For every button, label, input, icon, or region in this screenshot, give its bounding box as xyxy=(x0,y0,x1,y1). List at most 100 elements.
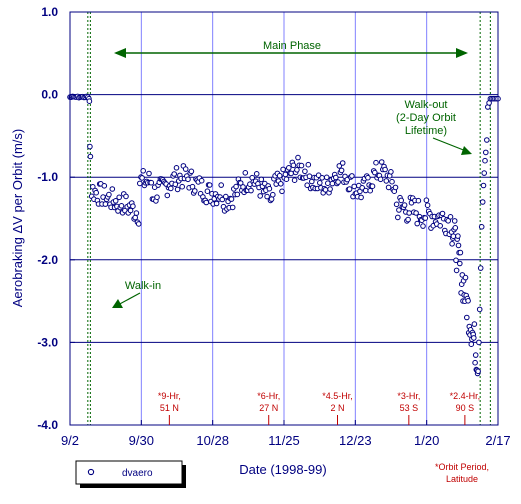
data-point xyxy=(192,188,198,194)
data-point xyxy=(472,352,479,358)
x-tick-label: 1/20 xyxy=(414,433,439,448)
data-point xyxy=(101,183,108,189)
data-point xyxy=(213,200,220,207)
data-point xyxy=(388,169,394,175)
data-point xyxy=(164,192,171,199)
data-point xyxy=(457,260,463,267)
data-point xyxy=(382,166,388,173)
data-point xyxy=(475,368,481,375)
data-point xyxy=(218,182,224,188)
legend-entry-dvaero: dvaero xyxy=(122,468,153,479)
data-point xyxy=(437,223,444,229)
data-point xyxy=(333,174,339,181)
data-point xyxy=(373,159,379,166)
data-point xyxy=(283,176,290,182)
orbit-note-label-2: Latitude xyxy=(446,474,478,484)
main-phase-label: Main Phase xyxy=(263,40,321,52)
x-tick-label: 12/23 xyxy=(339,433,372,448)
data-point xyxy=(228,196,235,202)
data-point xyxy=(351,183,358,190)
data-point xyxy=(306,173,313,179)
data-point xyxy=(168,185,174,192)
data-point xyxy=(464,314,470,321)
orbit-note-label-1: *Orbit Period, xyxy=(435,462,489,472)
data-point xyxy=(288,170,294,177)
data-point xyxy=(140,168,146,174)
data-point xyxy=(372,169,378,176)
data-point xyxy=(335,179,341,185)
data-point xyxy=(203,199,210,206)
data-point xyxy=(278,181,284,187)
data-point xyxy=(172,181,179,188)
data-point xyxy=(462,274,469,281)
data-point xyxy=(482,157,488,164)
data-point xyxy=(393,201,400,208)
data-point xyxy=(415,197,422,204)
data-point xyxy=(329,180,336,187)
data-point xyxy=(179,183,185,190)
data-point xyxy=(270,191,276,198)
walk-in-label: Walk-in xyxy=(125,280,161,292)
data-point xyxy=(173,165,180,171)
data-point xyxy=(338,167,345,174)
data-point xyxy=(132,214,138,221)
data-point xyxy=(257,193,264,199)
data-point xyxy=(445,218,452,224)
data-point xyxy=(359,185,366,191)
data-point xyxy=(130,203,136,209)
orbit-marker-label: *6-Hr, xyxy=(257,391,280,401)
data-point xyxy=(188,168,195,175)
data-point xyxy=(383,178,390,184)
walk-in-arrow xyxy=(112,292,141,308)
data-point xyxy=(479,199,486,205)
data-point xyxy=(253,171,260,177)
data-point xyxy=(242,170,249,176)
data-point xyxy=(185,176,191,183)
data-point xyxy=(223,193,229,200)
data-point xyxy=(302,168,308,175)
data-point xyxy=(471,335,477,341)
data-point xyxy=(392,184,399,191)
data-point xyxy=(476,306,483,313)
main-phase-arrow xyxy=(114,48,468,58)
data-point xyxy=(414,220,421,227)
data-point xyxy=(323,174,330,181)
data-point xyxy=(276,172,283,179)
legend-box xyxy=(75,460,183,485)
legend-marker xyxy=(87,468,95,476)
data-point xyxy=(286,165,292,171)
data-point xyxy=(367,187,374,194)
data-point xyxy=(449,241,455,247)
x-tick-label: 9/2 xyxy=(61,433,79,448)
data-point xyxy=(471,321,478,327)
x-tick-label: 10/28 xyxy=(196,433,229,448)
data-point xyxy=(385,184,392,191)
data-point xyxy=(237,180,244,186)
data-point xyxy=(280,166,286,173)
data-point xyxy=(465,298,471,304)
data-point xyxy=(447,214,454,220)
y-axis-label: Aerobraking ΔV per Orbit (m/s) xyxy=(10,129,25,307)
data-point xyxy=(298,162,305,169)
data-point xyxy=(109,186,116,192)
x-tick-labels: 9/2 9/30 10/28 11/25 12/23 1/20 2/17 xyxy=(61,420,511,448)
data-point xyxy=(137,180,143,187)
data-point xyxy=(290,162,297,169)
data-point xyxy=(295,154,301,161)
data-point xyxy=(346,186,353,192)
data-point xyxy=(204,188,211,194)
y-tick-label: -2.0 xyxy=(37,253,58,267)
data-point xyxy=(198,177,205,184)
data-point xyxy=(439,210,446,217)
data-point xyxy=(453,267,460,274)
data-point xyxy=(282,171,289,178)
orbit-marker-label: 90 S xyxy=(456,403,475,413)
data-point xyxy=(127,207,134,214)
legend: dvaero xyxy=(75,460,186,488)
data-point xyxy=(484,137,490,143)
data-point xyxy=(349,173,355,179)
data-point xyxy=(234,191,241,198)
data-point xyxy=(309,178,315,185)
data-point xyxy=(468,341,475,348)
orbit-marker-label: 51 N xyxy=(160,403,179,413)
